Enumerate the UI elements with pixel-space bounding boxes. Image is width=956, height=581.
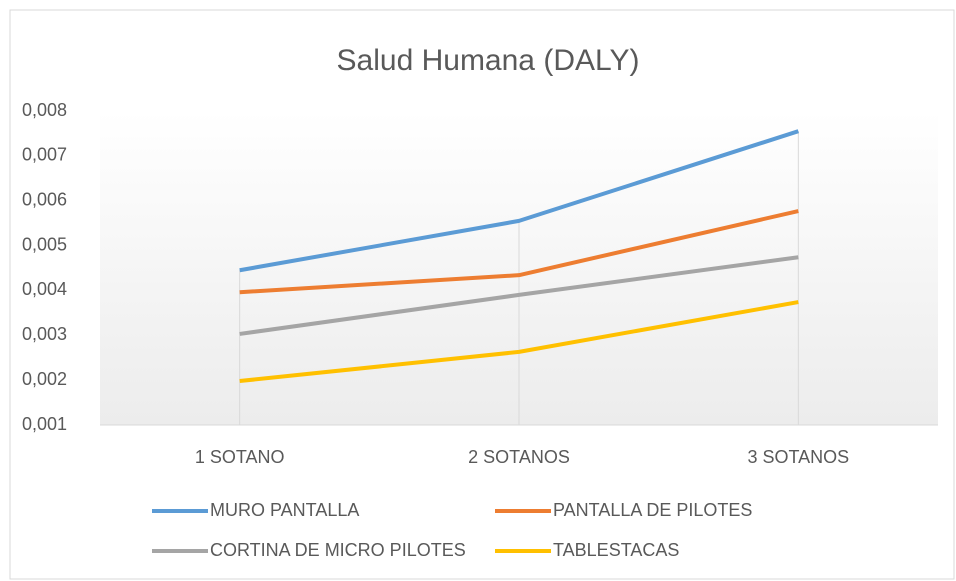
- y-tick-label: 0,001: [22, 414, 67, 434]
- y-tick-label: 0,005: [22, 234, 67, 254]
- y-tick-label: 0,006: [22, 189, 67, 209]
- y-tick-label: 0,003: [22, 324, 67, 344]
- x-tick-label: 3 SOTANOS: [747, 447, 849, 467]
- legend-label: TABLESTACAS: [553, 540, 679, 560]
- y-tick-label: 0,004: [22, 279, 67, 299]
- series-line: [239, 129, 799, 273]
- series-line: [239, 300, 799, 384]
- y-tick-label: 0,008: [22, 100, 67, 120]
- y-tick-label: 0,007: [22, 145, 67, 165]
- legend-label: MURO PANTALLA: [210, 500, 359, 520]
- y-tick-label: 0,002: [22, 369, 67, 389]
- x-tick-label: 1 SOTANO: [195, 447, 285, 467]
- legend-label: PANTALLA DE PILOTES: [553, 500, 752, 520]
- series-line: [239, 255, 799, 336]
- chart-title: Salud Humana (DALY): [337, 44, 640, 77]
- series-line: [239, 209, 799, 295]
- x-tick-label: 2 SOTANOS: [468, 447, 570, 467]
- legend-label: CORTINA DE MICRO PILOTES: [210, 540, 466, 560]
